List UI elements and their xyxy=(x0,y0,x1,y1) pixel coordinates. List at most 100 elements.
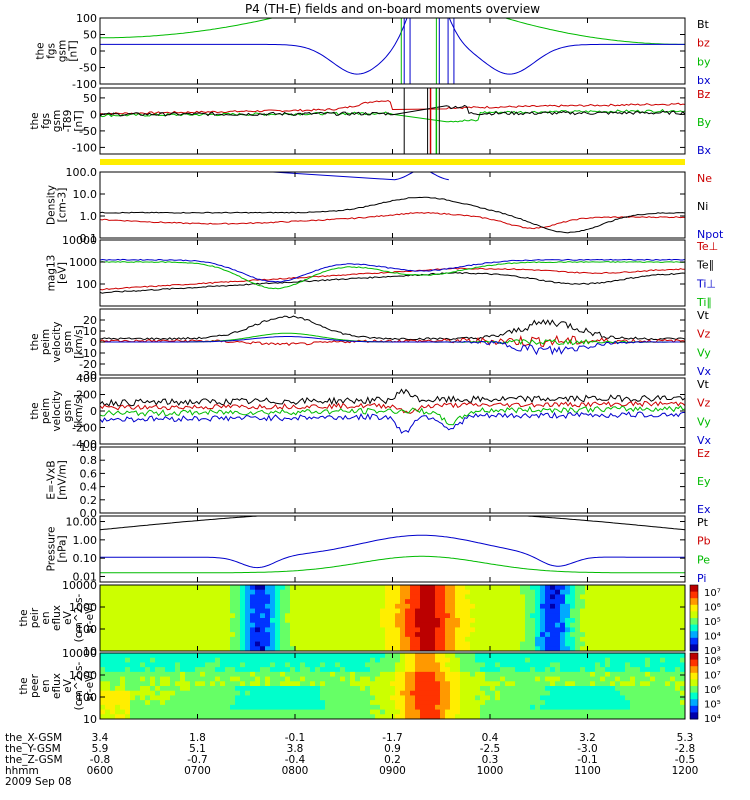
series-vz xyxy=(100,400,685,414)
y-tick-label: -200 xyxy=(72,422,97,435)
gap-band xyxy=(100,159,685,165)
colorbar-label: 10⁶ xyxy=(704,603,721,614)
legend-Vx: Vx xyxy=(697,434,712,447)
colorbar-segment xyxy=(690,686,698,694)
position-value: -2.5 xyxy=(480,743,501,755)
legend-Pi: Pi xyxy=(697,572,706,585)
legend-Vy: Vy xyxy=(697,415,711,428)
y-axis-label: the xyxy=(29,402,41,419)
position-value: 0800 xyxy=(282,765,309,777)
series-group-fgs xyxy=(100,18,685,84)
position-value: 1100 xyxy=(574,765,601,777)
y-tick-label: 100 xyxy=(76,12,97,25)
y-tick-label: 1000 xyxy=(69,256,97,269)
y-tick-label: -50 xyxy=(79,62,97,75)
legend-Pe: Pe xyxy=(697,553,710,566)
y-axis-label: [nT] xyxy=(68,40,80,61)
y-tick-label: 10.00 xyxy=(66,516,98,529)
y-tick-label: -10 xyxy=(79,347,97,360)
position-value: 5.1 xyxy=(189,743,206,755)
series-by xyxy=(100,18,685,45)
colorbar-segment xyxy=(690,618,698,626)
colorbar-label: 10⁶ xyxy=(704,685,721,696)
legend-Bt: Bt xyxy=(697,18,710,31)
y-axis-label: [eV] xyxy=(57,262,69,284)
colorbar-frame xyxy=(689,584,699,652)
position-value: 1200 xyxy=(672,765,699,777)
spectrogram-elec_spec xyxy=(100,653,685,719)
series-tipar xyxy=(100,261,685,290)
y-axis-label: sr-eV) xyxy=(84,603,96,634)
colorbar-segment xyxy=(690,699,698,707)
y-axis-label: en xyxy=(40,679,52,692)
colorbar-segment xyxy=(690,644,698,652)
series-npot xyxy=(265,172,449,181)
legend-Te⊥: Te⊥ xyxy=(696,240,718,253)
colorbar-segment xyxy=(690,631,698,639)
position-value: -0.4 xyxy=(285,754,306,766)
position-value: 0.3 xyxy=(482,754,499,766)
panel-frame xyxy=(99,17,686,85)
position-value: 0900 xyxy=(379,765,406,777)
position-value: 0.9 xyxy=(384,743,401,755)
y-axis-label: Pressure xyxy=(46,527,58,572)
y-axis-label: gsm xyxy=(62,331,74,353)
y-tick-label: 0.6 xyxy=(80,467,98,480)
y-tick-label: 50 xyxy=(83,29,97,42)
legend-Te∥: Te∥ xyxy=(696,259,714,272)
position-value: 0700 xyxy=(184,765,211,777)
series-bx xyxy=(100,104,685,117)
y-axis-label: the xyxy=(18,609,30,626)
y-axis-label: the xyxy=(29,112,41,129)
y-tick-label: 20 xyxy=(83,314,97,327)
y-tick-label: 200 xyxy=(76,389,97,402)
position-value: -3.0 xyxy=(577,743,598,755)
y-tick-label: 10000 xyxy=(62,234,97,247)
y-tick-label: 0.1 xyxy=(80,232,98,245)
legend-Ti⊥: Ti⊥ xyxy=(696,277,716,290)
colorbar-label: 10⁵ xyxy=(704,617,721,628)
position-value: 0.2 xyxy=(384,754,401,766)
legend-Pt: Pt xyxy=(697,516,709,529)
colorbar-segment xyxy=(690,611,698,619)
y-axis-label: (cm^2-s- xyxy=(73,661,85,710)
panel-frame xyxy=(99,87,686,155)
legend-Vx: Vx xyxy=(697,365,712,378)
colorbar-segment xyxy=(690,705,698,713)
legend-Vt: Vt xyxy=(697,309,710,322)
position-row-label: the_X-GSM xyxy=(5,732,62,744)
y-axis-label: [nT] xyxy=(73,110,85,131)
position-value: -0.8 xyxy=(90,754,111,766)
y-axis-label: [km/s] xyxy=(73,325,85,359)
y-tick-label: 10000 xyxy=(62,579,97,592)
y-tick-label: 1.0 xyxy=(80,441,98,454)
position-row-label: the_Z-GSM xyxy=(5,754,63,766)
legend-Ne: Ne xyxy=(697,172,712,185)
y-tick-label: 100 xyxy=(76,278,97,291)
colorbar-segment xyxy=(690,666,698,674)
spectrogram-ion_spec xyxy=(100,585,685,651)
y-tick-label: 0 xyxy=(90,405,97,418)
legend-Vz: Vz xyxy=(697,328,711,341)
y-axis-label: gsm xyxy=(51,110,63,132)
series-group-fgs_dc xyxy=(100,88,685,154)
series-vy xyxy=(100,405,685,426)
series-vx xyxy=(100,411,685,434)
position-value: -1.7 xyxy=(382,732,403,744)
colorbar-segment xyxy=(690,672,698,680)
colorbar-segment xyxy=(690,624,698,632)
y-axis-label: (cm^2-s- xyxy=(73,593,85,642)
series-pi xyxy=(100,534,685,569)
panel-temp: 10000 1000 100 mag13 [eV] Te⊥ Te∥ Ti⊥ Ti∥ xyxy=(46,234,719,309)
series-group-velocity_i xyxy=(100,388,685,434)
y-axis-label: velocity xyxy=(51,321,63,362)
y-axis-label: eV xyxy=(62,678,74,692)
y-axis-label: peer xyxy=(29,673,41,698)
series-group-velocity_e xyxy=(100,315,685,356)
legend-Ti∥: Ti∥ xyxy=(696,296,712,309)
colorbar-frame xyxy=(689,652,699,720)
colorbar-label: 10⁷ xyxy=(704,588,721,599)
y-tick-label: 10 xyxy=(83,713,97,726)
colorbar-segment xyxy=(690,598,698,606)
y-tick-label: 0 xyxy=(90,108,97,121)
